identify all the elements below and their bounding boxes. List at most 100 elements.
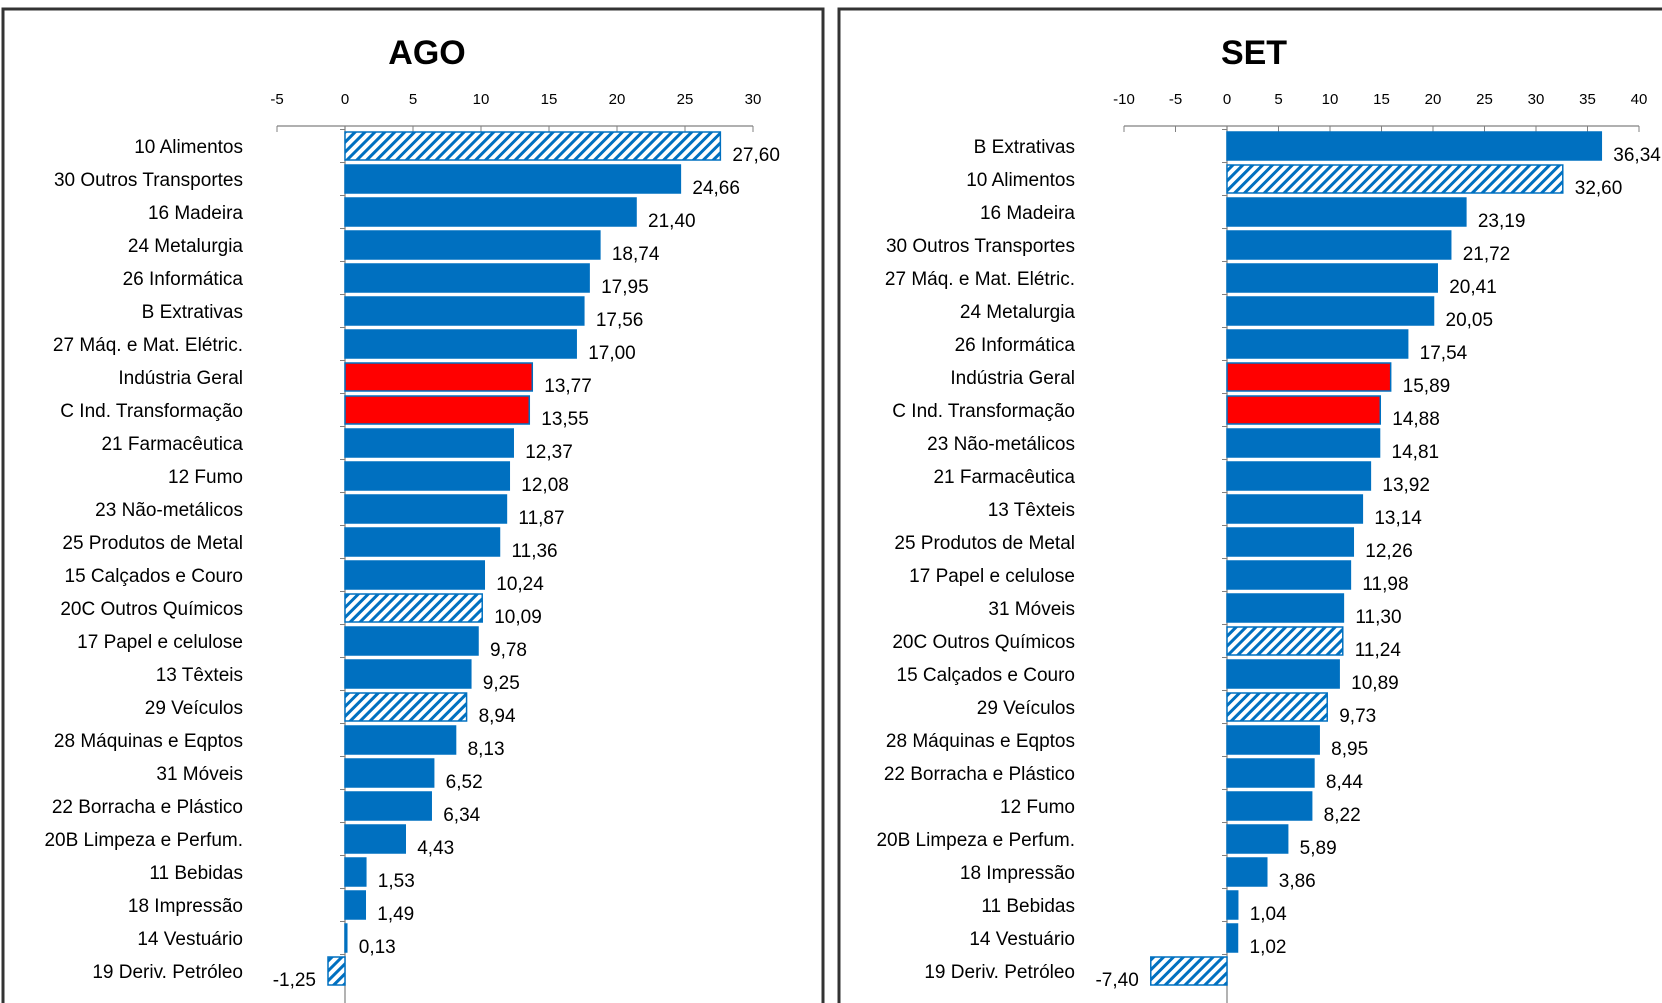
x-tick-label: 0 bbox=[1223, 91, 1231, 108]
bar bbox=[1226, 329, 1409, 359]
bar bbox=[1226, 197, 1467, 227]
value-label: 36,34 bbox=[1613, 145, 1661, 166]
value-label: 11,36 bbox=[511, 541, 557, 562]
value-label: 6,34 bbox=[443, 805, 480, 826]
value-label: 8,94 bbox=[479, 706, 516, 727]
x-tick-label: -5 bbox=[270, 91, 283, 108]
category-label: 10 Alimentos bbox=[966, 170, 1075, 191]
category-label: 27 Máq. e Mat. Elétric. bbox=[885, 269, 1075, 290]
category-label: 20C Outros Químicos bbox=[892, 632, 1075, 653]
bar bbox=[1226, 692, 1328, 722]
value-label: 14,81 bbox=[1392, 442, 1440, 463]
value-label: 11,24 bbox=[1355, 640, 1402, 661]
category-label: 27 Máq. e Mat. Elétric. bbox=[53, 335, 243, 356]
value-label: 13,77 bbox=[544, 376, 592, 397]
x-tick-label: 30 bbox=[745, 91, 762, 108]
value-label: 3,86 bbox=[1279, 871, 1316, 892]
value-label: 10,24 bbox=[496, 574, 544, 595]
bar bbox=[1150, 956, 1228, 986]
chart-title-set: SET bbox=[1221, 34, 1287, 72]
bar bbox=[344, 395, 531, 425]
value-label: 9,73 bbox=[1339, 706, 1376, 727]
category-label: 13 Têxteis bbox=[156, 665, 243, 686]
bar bbox=[327, 956, 346, 986]
bar bbox=[344, 197, 637, 227]
bar bbox=[1226, 230, 1452, 260]
category-label: 22 Borracha e Plástico bbox=[884, 764, 1075, 785]
bar bbox=[344, 527, 501, 557]
bar bbox=[344, 857, 367, 887]
x-tick-label: 10 bbox=[473, 91, 490, 108]
x-tick-label: 20 bbox=[1425, 91, 1442, 108]
value-label: 12,37 bbox=[525, 442, 573, 463]
bar bbox=[1226, 923, 1239, 953]
value-label: 11,30 bbox=[1355, 607, 1401, 628]
x-tick-label: 0 bbox=[341, 91, 349, 108]
panel-ago: AGO -5 0 5 10 15 20 25 30 10 Alimentos 27,60 30 Out… bbox=[44, 34, 780, 1003]
x-tick-label: -5 bbox=[1169, 91, 1182, 108]
value-label: 14,88 bbox=[1392, 409, 1440, 430]
value-label: 10,89 bbox=[1351, 673, 1399, 694]
category-label: 15 Calçados e Couro bbox=[897, 665, 1076, 686]
right-panel-frame bbox=[837, 7, 1662, 1003]
category-label: 30 Outros Transportes bbox=[886, 236, 1075, 257]
value-label: 6,52 bbox=[446, 772, 483, 793]
bar bbox=[1226, 791, 1313, 821]
value-label: 23,19 bbox=[1478, 211, 1526, 232]
category-label: 28 Máquinas e Eqptos bbox=[886, 731, 1075, 752]
category-label: 28 Máquinas e Eqptos bbox=[54, 731, 243, 752]
bar bbox=[1226, 131, 1603, 161]
value-label: 11,98 bbox=[1362, 574, 1408, 595]
bar bbox=[1226, 626, 1344, 656]
bar bbox=[344, 164, 682, 194]
value-label: 1,49 bbox=[377, 904, 414, 925]
x-tick-label: 25 bbox=[677, 91, 694, 108]
bar bbox=[344, 230, 601, 260]
category-label: 23 Não-metálicos bbox=[95, 500, 243, 521]
bar bbox=[344, 362, 534, 392]
value-label: 17,00 bbox=[588, 343, 636, 364]
category-label: 30 Outros Transportes bbox=[54, 170, 243, 191]
category-label: 26 Informática bbox=[955, 335, 1076, 356]
x-tick-label: 25 bbox=[1476, 91, 1493, 108]
category-label: 22 Borracha e Plástico bbox=[52, 797, 243, 818]
panel-set: SET -10 -5 0 5 10 15 20 25 30 35 40 B Extrativas 36,3… bbox=[876, 34, 1661, 1003]
value-label: 4,43 bbox=[417, 838, 454, 859]
category-label: 12 Fumo bbox=[168, 467, 243, 488]
bar bbox=[344, 659, 472, 689]
category-label: 21 Farmacêutica bbox=[101, 434, 243, 455]
value-label: 8,22 bbox=[1324, 805, 1361, 826]
bar bbox=[1226, 659, 1340, 689]
value-label: 5,89 bbox=[1300, 838, 1337, 859]
chart-title-ago: AGO bbox=[388, 34, 465, 72]
value-label: -1,25 bbox=[273, 970, 316, 991]
category-label: 10 Alimentos bbox=[134, 137, 243, 158]
value-label: 17,56 bbox=[596, 310, 644, 331]
category-label: 29 Veículos bbox=[977, 698, 1075, 719]
value-label: 13,14 bbox=[1374, 508, 1422, 529]
category-label: 20B Limpeza e Perfum. bbox=[876, 830, 1075, 851]
category-label: 19 Deriv. Petróleo bbox=[92, 962, 243, 983]
left-panel-frame bbox=[1, 7, 825, 1003]
value-label: 0,13 bbox=[359, 937, 396, 958]
bar bbox=[1226, 593, 1345, 623]
bar bbox=[344, 131, 722, 161]
bar bbox=[1226, 824, 1289, 854]
x-tick-label: 5 bbox=[409, 91, 417, 108]
value-label: 12,08 bbox=[521, 475, 569, 496]
value-label: 18,74 bbox=[612, 244, 660, 265]
category-label: 11 Bebidas bbox=[981, 896, 1075, 917]
category-label: 17 Papel e celulose bbox=[909, 566, 1075, 587]
category-label: 11 Bebidas bbox=[149, 863, 243, 884]
category-label: 24 Metalurgia bbox=[960, 302, 1076, 323]
bar bbox=[344, 758, 435, 788]
category-label: 18 Impressão bbox=[128, 896, 243, 917]
category-label: 13 Têxteis bbox=[988, 500, 1075, 521]
value-label: 20,05 bbox=[1446, 310, 1494, 331]
value-label: 32,60 bbox=[1575, 178, 1623, 199]
bar bbox=[1226, 857, 1268, 887]
value-label: 8,95 bbox=[1331, 739, 1368, 760]
x-tick-label: 40 bbox=[1631, 91, 1648, 108]
category-label: 19 Deriv. Petróleo bbox=[924, 962, 1075, 983]
